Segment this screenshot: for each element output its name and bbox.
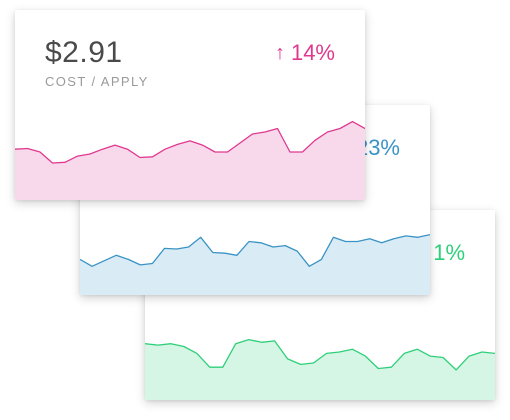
metric-card-1[interactable]: $2.91 COST / APPLY ↑ 14% [15,10,365,200]
card-2-sparkline [80,233,430,295]
card-3-change: 1% [433,240,465,265]
sparkline-area [145,339,495,400]
change-percent: 14% [290,40,335,65]
card-1-sparkline [15,120,365,200]
sparkline-line [80,233,430,267]
card-3-sparkline [145,338,495,400]
sparkline-line [15,120,365,164]
card-1-change: ↑ 14% [275,40,335,66]
sparkline-area [15,121,365,200]
sparkline-line [145,338,495,371]
arrow-up-icon: ↑ [274,42,285,64]
sparkline-area [80,234,430,295]
metric-caption: COST / APPLY [45,74,149,89]
price-value: $2.91 [45,36,123,69]
